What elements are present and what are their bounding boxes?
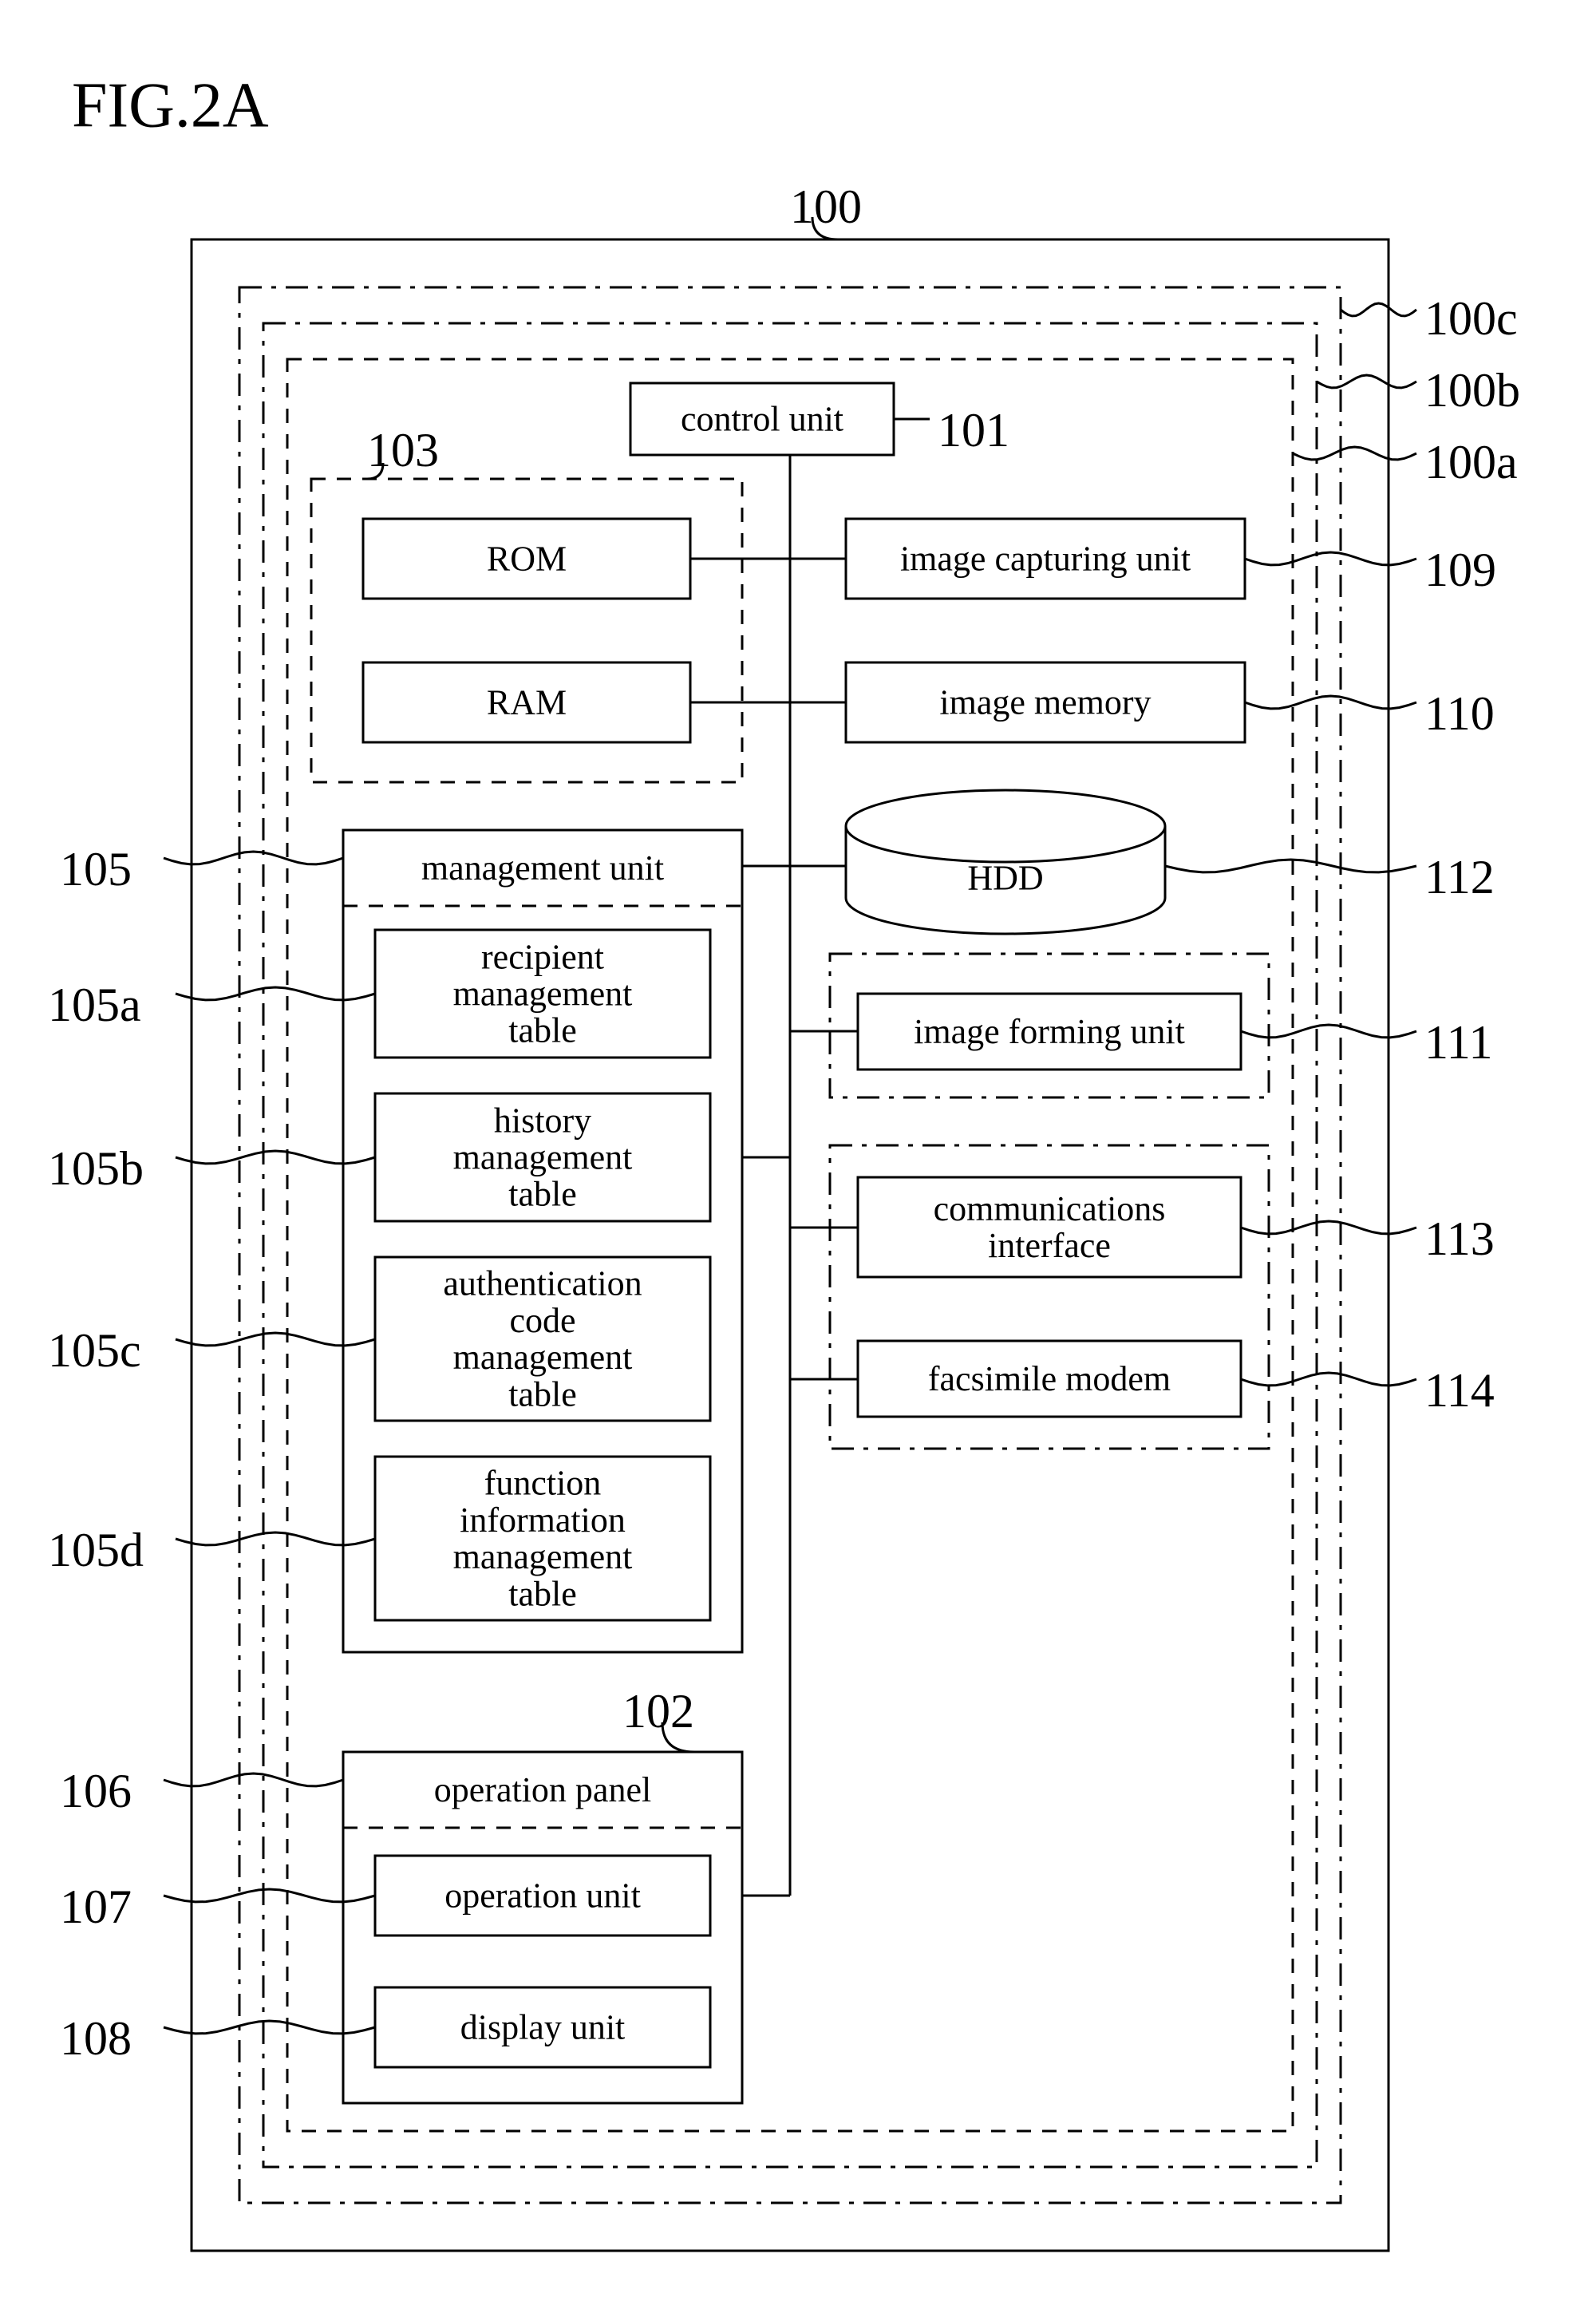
history-management-table-block: historymanagementtable — [375, 1093, 710, 1221]
communications-interface-block: communicationsinterface — [858, 1177, 1241, 1277]
svg-text:table: table — [508, 1175, 577, 1214]
ref-label-108: 108 — [60, 2012, 132, 2065]
svg-text:table: table — [508, 1011, 577, 1050]
svg-text:table: table — [508, 1574, 577, 1613]
ref-label-105a: 105a — [48, 979, 141, 1031]
svg-text:interface: interface — [988, 1226, 1111, 1265]
svg-text:information: information — [460, 1501, 626, 1540]
ref-label-110: 110 — [1424, 687, 1495, 740]
svg-text:management: management — [453, 1338, 633, 1377]
svg-text:table: table — [508, 1374, 577, 1414]
block-diagram: FIG.2A control unit ROM RAM image capturing … — [0, 0, 1596, 2321]
ref-label-109: 109 — [1424, 544, 1496, 596]
svg-text:communications: communications — [934, 1189, 1166, 1228]
image-forming-unit-block: image forming unit — [858, 994, 1241, 1070]
ref-label-100a: 100a — [1424, 436, 1518, 488]
svg-text:management unit: management unit — [421, 848, 664, 888]
ref-label-111: 111 — [1424, 1016, 1493, 1069]
svg-text:image forming unit: image forming unit — [914, 1012, 1185, 1051]
ref-label-105d: 105d — [48, 1524, 144, 1576]
ref-label-101: 101 — [938, 404, 1009, 457]
svg-text:image capturing unit: image capturing unit — [900, 540, 1191, 579]
ref-label-105b: 105b — [48, 1142, 144, 1195]
svg-text:recipient: recipient — [481, 937, 604, 976]
ref-label-100: 100 — [790, 180, 862, 233]
recipient-management-table-block: recipientmanagementtable — [375, 930, 710, 1058]
ref-label-102: 102 — [622, 1685, 694, 1738]
ref-label-107: 107 — [60, 1880, 132, 1933]
svg-text:display unit: display unit — [460, 2008, 626, 2047]
control-unit-block: control unit — [630, 383, 894, 455]
rom-block: ROM — [363, 519, 690, 599]
svg-text:management: management — [453, 1138, 633, 1177]
svg-text:image memory: image memory — [939, 683, 1151, 722]
svg-text:management: management — [453, 975, 633, 1014]
figure-label: FIG.2A — [72, 70, 269, 140]
svg-text:history: history — [494, 1101, 591, 1140]
svg-text:code: code — [509, 1301, 575, 1340]
svg-text:operation unit: operation unit — [444, 1876, 641, 1916]
operation-unit-block: operation unit — [375, 1856, 710, 1935]
svg-text:operation panel: operation panel — [434, 1770, 651, 1809]
image-capturing-unit-block: image capturing unit — [846, 519, 1245, 599]
facsimile-modem-block: facsimile modem — [858, 1341, 1241, 1417]
svg-text:RAM: RAM — [487, 683, 567, 722]
ref-label-105: 105 — [60, 843, 132, 896]
ref-label-105c: 105c — [48, 1324, 141, 1377]
ref-label-100b: 100b — [1424, 364, 1520, 417]
ref-label-106: 106 — [60, 1765, 132, 1817]
svg-text:function: function — [484, 1464, 602, 1503]
function-information-management-table-block: functioninformationmanagementtable — [375, 1457, 710, 1620]
svg-text:HDD: HDD — [967, 859, 1043, 898]
svg-text:ROM: ROM — [487, 540, 567, 579]
svg-text:facsimile modem: facsimile modem — [928, 1359, 1171, 1398]
ref-label-100c: 100c — [1424, 292, 1518, 345]
display-unit-block: display unit — [375, 1987, 710, 2067]
hdd-block: HDD — [846, 790, 1165, 934]
ram-block: RAM — [363, 662, 690, 742]
ref-label-112: 112 — [1424, 851, 1495, 903]
svg-text:authentication: authentication — [443, 1264, 642, 1303]
operation-panel-block: operation panel — [343, 1752, 742, 2103]
ref-label-113: 113 — [1424, 1212, 1495, 1265]
svg-text:management: management — [453, 1537, 633, 1576]
ref-label-114: 114 — [1424, 1364, 1495, 1417]
ref-label-103: 103 — [367, 424, 439, 476]
image-memory-block: image memory — [846, 662, 1245, 742]
authentication-code-management-table-block: authenticationcodemanagementtable — [375, 1257, 710, 1421]
svg-text:control unit: control unit — [681, 400, 843, 439]
